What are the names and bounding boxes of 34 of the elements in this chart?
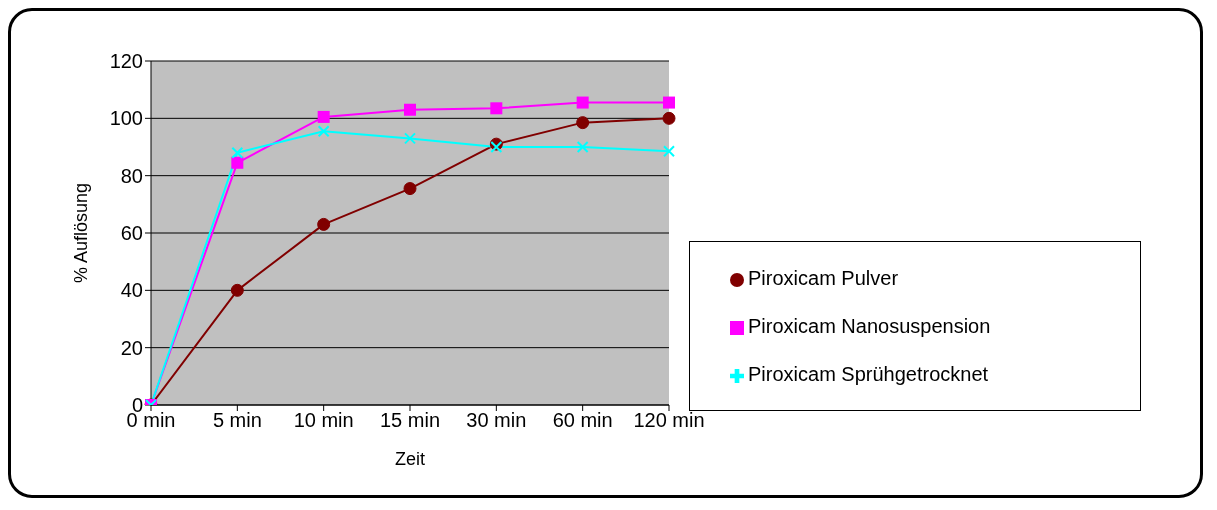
point (663, 96, 675, 109)
y-tick-label: 40 (120, 279, 143, 302)
x-tick-label: 120 min (633, 409, 705, 432)
point (663, 145, 675, 158)
y-tick-label: 20 (120, 336, 143, 359)
x-tick-label: 5 min (212, 409, 262, 432)
x-tick-label: 10 min (293, 409, 354, 432)
point (404, 103, 416, 116)
point (490, 102, 503, 115)
y-tick-label: 120 (109, 50, 143, 73)
x-tick-label: 30 min (466, 409, 527, 432)
y-tick-label: 100 (109, 107, 143, 130)
point (317, 217, 331, 231)
point (662, 111, 676, 125)
point (230, 283, 244, 297)
point (231, 146, 244, 159)
point (317, 125, 330, 138)
y-axis-title: % Auflösung (71, 182, 92, 284)
legend-label: Piroxicam Sprühgetrocknet (748, 363, 989, 385)
x-axis-title: Zeit (394, 449, 426, 469)
point (231, 156, 244, 169)
legend-label: Piroxicam Nanosuspension (748, 315, 991, 337)
point (576, 116, 590, 130)
point (576, 141, 589, 153)
point (403, 182, 417, 196)
point (317, 110, 330, 123)
point (490, 141, 503, 153)
x-tick-label: 60 min (552, 409, 613, 432)
point (404, 132, 416, 145)
legend-label: Piroxicam Pulver (748, 267, 899, 289)
y-tick-label: 60 (120, 222, 143, 245)
y-tick-label: 80 (120, 164, 143, 187)
x-tick-label: 15 min (379, 409, 441, 432)
point (576, 96, 589, 109)
